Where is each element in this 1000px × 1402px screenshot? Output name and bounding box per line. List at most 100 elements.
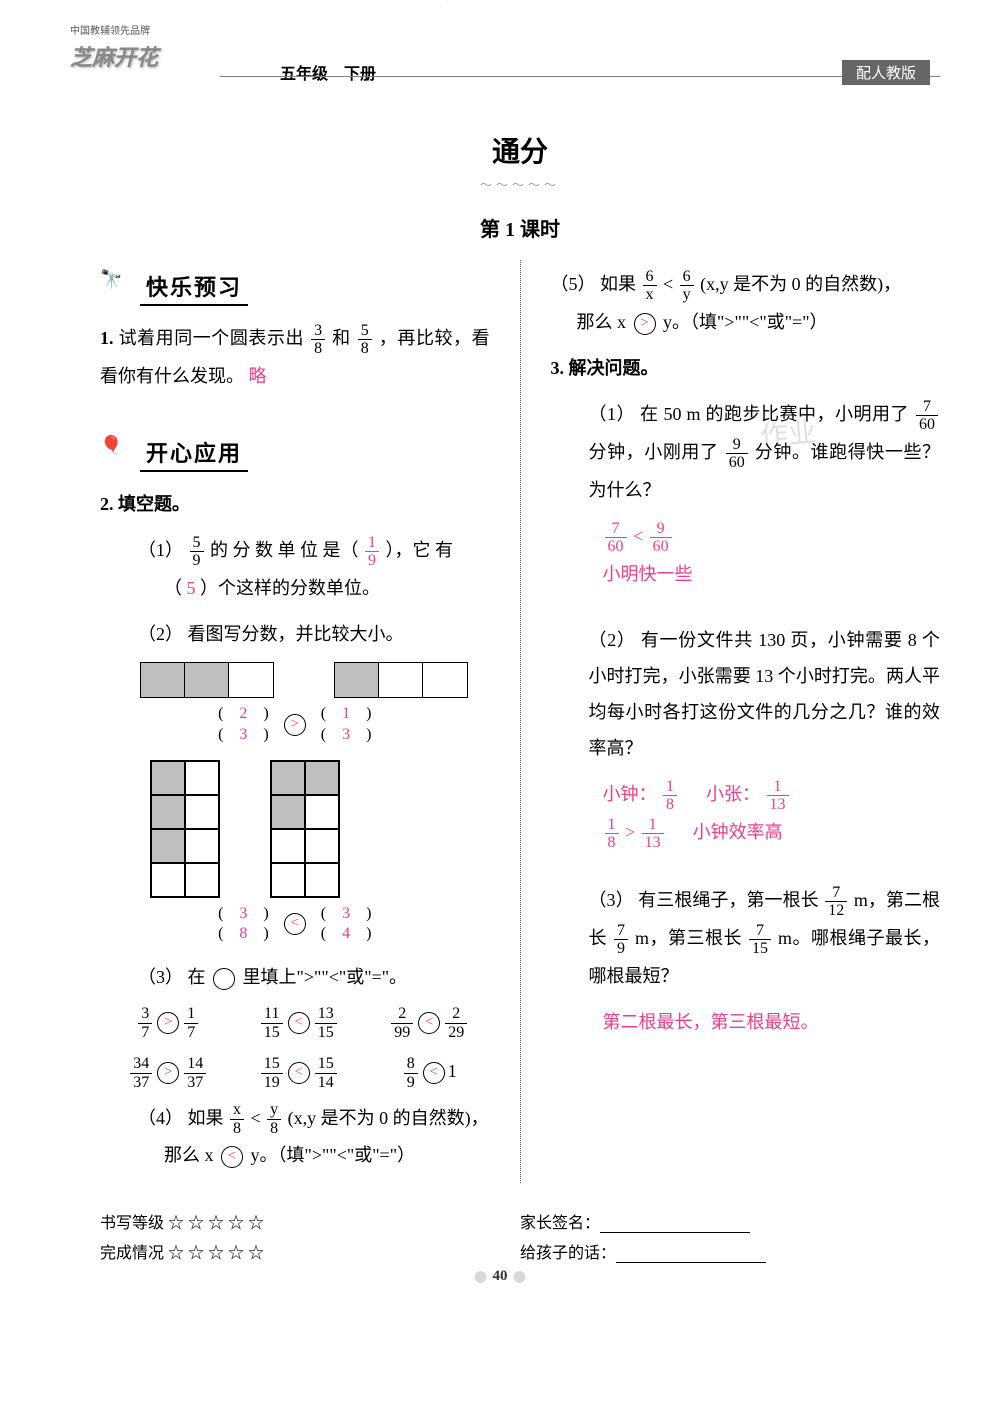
q3-2-t1: 有一份文件共 130 页，小钟需要 8 个小时打完，小张需要 13 个小时打完。… xyxy=(589,630,941,758)
q2-3: （3） 在 里填上">""<"或"="。 xyxy=(100,959,490,995)
q2-1-frac: 59 xyxy=(190,534,204,570)
q2-2: （2） 看图写分数，并比较大小。 xyxy=(100,616,490,652)
done-stars: ☆ ☆ ☆ ☆ ☆ xyxy=(168,1245,264,1262)
q2-4-t2: (x,y 是不为 0 的自然数)， xyxy=(288,1108,489,1128)
q3-3-t3: m，第三根长 xyxy=(635,928,742,948)
cmpA-right: ( 1 )( 3 ) xyxy=(321,704,372,746)
section-preview-title: 快乐预习 xyxy=(140,268,248,306)
section-preview-head: 🔭 快乐预习 xyxy=(100,268,490,306)
q2-5-f1: 6x xyxy=(643,268,657,304)
page-number: 40 xyxy=(469,1268,532,1285)
q3-2-ans: 小钟： 18 小张： 113 18 > 113 小钟效率高 xyxy=(551,776,941,852)
footer: 书写等级 ☆ ☆ ☆ ☆ ☆ 完成情况 ☆ ☆ ☆ ☆ ☆ 家长签名： 给孩子的… xyxy=(100,1203,940,1269)
telescope-icon: 🔭 xyxy=(100,269,136,305)
q3-num: 3. xyxy=(551,358,565,378)
q3-3-f2: 79 xyxy=(614,922,628,958)
q2-4: （4） 如果 x8 < y8 (x,y 是不为 0 的自然数)， 那么 x < … xyxy=(100,1100,490,1174)
q2-1-t2: ），它 有 xyxy=(386,540,454,560)
q3-2-a1f: 18 xyxy=(663,778,677,814)
q1-text-a: 试着用同一个圆表示出 xyxy=(119,328,304,348)
brand-subtitle: 中国教辅领先品牌 xyxy=(70,22,150,37)
rate-label: 书写等级 xyxy=(100,1215,164,1232)
title-ornament: 〜〜〜〜〜 xyxy=(100,176,940,193)
q3-3-t1: 有三根绳子，第一根长 xyxy=(638,890,819,910)
q2-3-t1: 在 xyxy=(188,967,206,987)
q3-3-num: （3） xyxy=(589,890,634,910)
q2-4-f1: x8 xyxy=(230,1101,244,1137)
q2-num: 2. xyxy=(100,494,114,514)
header: 中国教辅领先品牌 芝麻开花 五年级 下册 配人教版 xyxy=(100,50,940,110)
cmpB-left: ( 3 )( 8 ) xyxy=(218,904,269,946)
q2-5-lt: < xyxy=(663,274,673,294)
footer-right: 家长签名： 给孩子的话： xyxy=(520,1203,940,1269)
q2-5-num: （5） xyxy=(551,274,596,294)
grade-label: 五年级 下册 xyxy=(280,60,376,84)
q2-4-op: < xyxy=(221,1146,243,1168)
q3-2-cmp-op: > xyxy=(625,822,635,842)
msg-label: 给孩子的话： xyxy=(520,1245,616,1262)
q1-and: 和 xyxy=(332,328,351,348)
q3-1-t1: 在 50 m 的跑步比赛中，小明用了 xyxy=(640,404,909,424)
cmpB-op: < xyxy=(284,913,306,935)
q3-1-f1: 760 xyxy=(916,398,938,434)
q2-2-num: （2） xyxy=(138,624,183,644)
q2-5: （5） 如果 6x < 6y (x,y 是不为 0 的自然数)， 那么 x > … xyxy=(551,266,941,340)
q2-4-lt: < xyxy=(251,1108,261,1128)
q2-title: 填空题。 xyxy=(118,494,190,514)
q3-2-cmp-b: 113 xyxy=(642,816,664,852)
q2-2-cmpA: ( 2 )( 3 ) > ( 1 )( 3 ) xyxy=(100,704,490,746)
q3-3-f1: 712 xyxy=(825,884,847,920)
q2-2-cmpB: ( 3 )( 8 ) < ( 3 )( 4 ) xyxy=(100,904,490,946)
done-label: 完成情况 xyxy=(100,1245,164,1262)
q2-3-blank-icon xyxy=(213,968,235,990)
q3-3-ans: 第二根最长，第三根最短。 xyxy=(551,1004,941,1040)
q3-2: （2） 有一份文件共 130 页，小钟需要 8 个小时打完，小张需要 13 个小… xyxy=(551,622,941,766)
q2-4-t1: 如果 xyxy=(188,1108,224,1128)
rate-stars: ☆ ☆ ☆ ☆ ☆ xyxy=(168,1215,264,1232)
q2-5-t2: (x,y 是不为 0 的自然数)， xyxy=(700,274,901,294)
cmp-item: 1115<1315 xyxy=(239,1005,360,1041)
q3-2-num: （2） xyxy=(589,630,636,650)
q3-3: （3） 有三根绳子，第一根长 712 m，第二根长 79 m，第三根长 715 … xyxy=(551,882,941,994)
q2-4-t3: 那么 x xyxy=(138,1145,214,1165)
q3-2-a2l: 小张： xyxy=(706,784,760,804)
sign-label: 家长签名： xyxy=(520,1215,600,1232)
q2-1-t1: 的 分 数 单 位 是（ xyxy=(210,540,359,560)
q3-title: 解决问题。 xyxy=(569,358,659,378)
q2-1: （1） 59 的 分 数 单 位 是（ 19 ），它 有 （ 5 ）个这样的分数… xyxy=(100,532,490,606)
q2-1-ans2: 5 xyxy=(187,578,196,598)
q2-5-op: > xyxy=(634,313,656,335)
q3-2-ans-text: 小钟效率高 xyxy=(693,822,783,842)
two-columns: 🔭 快乐预习 1. 试着用同一个圆表示出 38 和 58 ，再比较，看看你有什么… xyxy=(100,260,940,1183)
rect-left xyxy=(140,662,274,698)
header-rule xyxy=(220,76,940,77)
cmp-item: 3437>1437 xyxy=(108,1055,229,1091)
q1: 1. 试着用同一个圆表示出 38 和 58 ，再比较，看看你有什么发现。 略 xyxy=(100,320,490,394)
q2-5-t4: y。（填">""<"或"="） xyxy=(663,312,828,332)
q3-2-a2f: 113 xyxy=(767,778,789,814)
lesson-title: 第 1 课时 xyxy=(100,213,940,242)
q3-1: （1） 在 50 m 的跑步比赛中，小明用了 760 分钟，小刚用了 960 分… xyxy=(551,396,941,508)
q3-2-a1l: 小钟： xyxy=(603,784,657,804)
q2-5-t3: 那么 x xyxy=(551,312,627,332)
q2-header: 2. 填空题。 xyxy=(100,486,490,522)
q2-4-num: （4） xyxy=(138,1108,183,1128)
q2-1-ans-frac: 19 xyxy=(365,534,379,570)
q3-2-cmp-a: 18 xyxy=(605,816,619,852)
q2-3-grid: 37>171115<1315299<2293437>14371519<15148… xyxy=(108,1005,490,1091)
page: ✦ ✦ 中国教辅领先品牌 芝麻开花 五年级 下册 配人教版 通分 〜〜〜〜〜 第… xyxy=(0,0,1000,1309)
q2-1-t3: （ xyxy=(138,578,182,598)
q1-num: 1. xyxy=(100,328,114,348)
q2-4-t4: y。（填">""<"或"="） xyxy=(251,1145,416,1165)
q1-frac-1: 38 xyxy=(311,322,325,358)
right-column: 作业 （5） 如果 6x < 6y (x,y 是不为 0 的自然数)， 那么 x… xyxy=(551,260,941,1183)
q3-1-ans-op: < xyxy=(633,526,643,546)
q3-1-f2: 960 xyxy=(726,436,748,472)
q2-1-num: （1） xyxy=(138,540,183,560)
q2-1-t4: ）个这样的分数单位。 xyxy=(200,578,380,598)
grid-left xyxy=(150,760,220,898)
q2-5-t1: 如果 xyxy=(600,274,636,294)
q2-2-rects xyxy=(140,662,490,698)
q3-1-ans-fa: 760 xyxy=(605,520,627,556)
q2-4-f2: y8 xyxy=(267,1101,281,1137)
